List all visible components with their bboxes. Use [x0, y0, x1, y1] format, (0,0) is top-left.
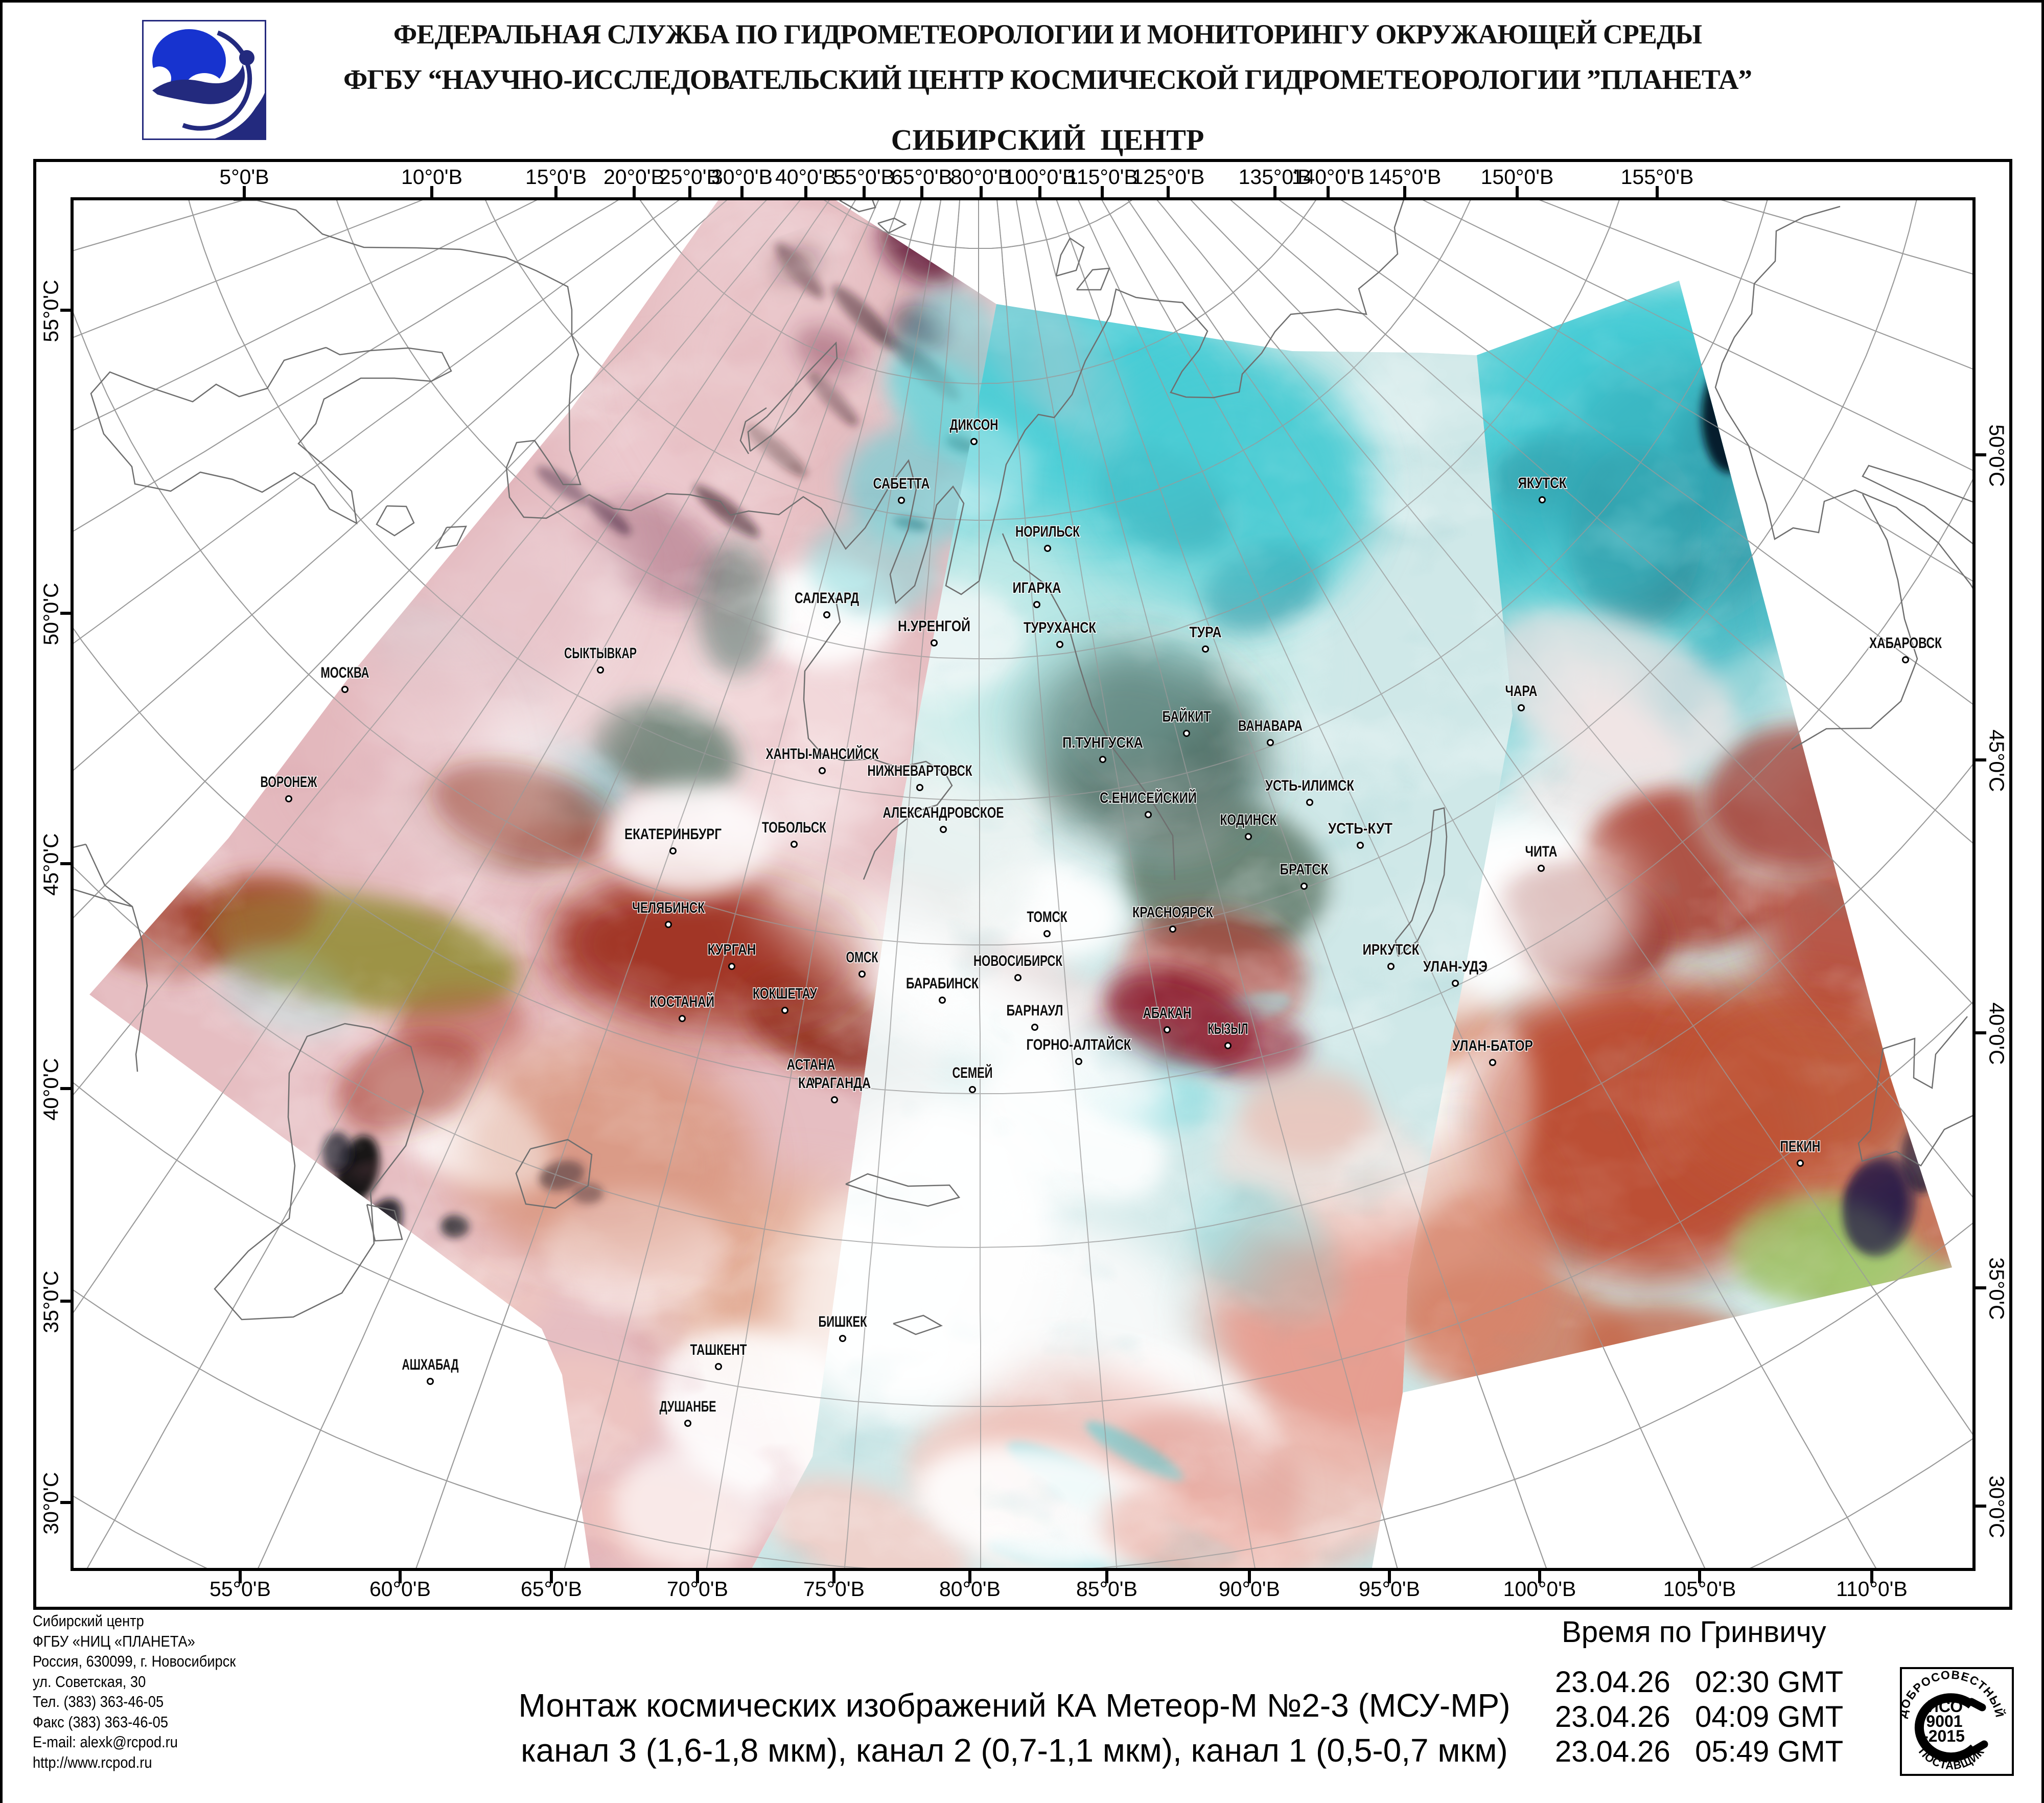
- svg-text:СЕМЕЙ: СЕМЕЙ: [953, 1064, 993, 1081]
- svg-text:П.ТУНГУСКА: П.ТУНГУСКА: [1062, 734, 1143, 751]
- svg-text:ЧЕЛЯБИНСК: ЧЕЛЯБИНСК: [632, 899, 705, 916]
- svg-text:ХАБАРОВСК: ХАБАРОВСК: [1869, 635, 1942, 652]
- svg-text:ВОРОНЕЖ: ВОРОНЕЖ: [261, 774, 318, 791]
- svg-text:КОДИНСК: КОДИНСК: [1220, 812, 1278, 828]
- svg-text:КРАСНОЯРСК: КРАСНОЯРСК: [1132, 904, 1214, 921]
- svg-text:Н.УРЕНГОЙ: Н.УРЕНГОЙ: [898, 617, 970, 635]
- svg-text:С.ЕНИСЕЙСКИЙ: С.ЕНИСЕЙСКИЙ: [1100, 789, 1197, 806]
- svg-text:АШХАБАД: АШХАБАД: [402, 1356, 459, 1373]
- svg-text:УСТЬ-КУТ: УСТЬ-КУТ: [1328, 820, 1392, 837]
- svg-text:НИЖНЕВАРТОВСК: НИЖНЕВАРТОВСК: [868, 762, 973, 779]
- svg-text:-2015: -2015: [1923, 1727, 1965, 1745]
- svg-text:БАРНАУЛ: БАРНАУЛ: [1007, 1002, 1063, 1019]
- svg-text:БАЙКИТ: БАЙКИТ: [1163, 708, 1211, 725]
- svg-text:КАРАГАНДА: КАРАГАНДА: [798, 1075, 871, 1092]
- svg-text:ИРКУТСК: ИРКУТСК: [1363, 941, 1420, 958]
- svg-text:ДУШАНБЕ: ДУШАНБЕ: [660, 1398, 716, 1415]
- svg-text:УЛАН-УДЭ: УЛАН-УДЭ: [1423, 958, 1488, 975]
- svg-text:КЫЗЫЛ: КЫЗЫЛ: [1208, 1021, 1248, 1037]
- svg-text:ТОМСК: ТОМСК: [1027, 909, 1068, 926]
- svg-text:ИСО: ИСО: [1927, 1697, 1963, 1716]
- svg-text:КОСТАНАЙ: КОСТАНАЙ: [650, 993, 714, 1010]
- svg-text:ЯКУТСК: ЯКУТСК: [1518, 475, 1567, 492]
- svg-text:СЫКТЫВКАР: СЫКТЫВКАР: [564, 645, 637, 662]
- svg-text:ТУРУХАНСК: ТУРУХАНСК: [1024, 619, 1097, 636]
- svg-text:САБЕТТА: САБЕТТА: [873, 475, 930, 492]
- svg-text:ДИКСОН: ДИКСОН: [950, 417, 998, 433]
- svg-text:ТАШКЕНТ: ТАШКЕНТ: [690, 1342, 747, 1358]
- svg-text:САЛЕХАРД: САЛЕХАРД: [795, 590, 859, 607]
- svg-text:АЛЕКСАНДРОВСКОЕ: АЛЕКСАНДРОВСКОЕ: [883, 804, 1004, 821]
- svg-text:ОМСК: ОМСК: [846, 949, 878, 966]
- svg-text:БРАТСК: БРАТСК: [1280, 861, 1329, 878]
- svg-text:КУРГАН: КУРГАН: [708, 941, 756, 958]
- svg-text:НОВОСИБИРСК: НОВОСИБИРСК: [973, 953, 1063, 969]
- svg-text:ЧАРА: ЧАРА: [1505, 683, 1538, 700]
- svg-text:НОРИЛЬСК: НОРИЛЬСК: [1015, 523, 1080, 540]
- svg-text:ТОБОЛЬСК: ТОБОЛЬСК: [762, 819, 827, 836]
- svg-text:АСТАНА: АСТАНА: [787, 1056, 835, 1073]
- svg-text:ВАНАВАРА: ВАНАВАРА: [1238, 718, 1303, 734]
- svg-text:ТУРА: ТУРА: [1190, 624, 1222, 641]
- svg-text:ПЕКИН: ПЕКИН: [1780, 1138, 1821, 1155]
- svg-text:ХАНТЫ-МАНСИЙСК: ХАНТЫ-МАНСИЙСК: [766, 745, 879, 762]
- svg-text:АБАКАН: АБАКАН: [1143, 1005, 1192, 1022]
- svg-text:УЛАН-БАТОР: УЛАН-БАТОР: [1452, 1037, 1533, 1054]
- svg-text:ИГАРКА: ИГАРКА: [1013, 580, 1061, 596]
- svg-text:МОСКВА: МОСКВА: [321, 664, 369, 681]
- svg-text:БИШКЕК: БИШКЕК: [819, 1313, 868, 1330]
- svg-text:9001: 9001: [1926, 1712, 1962, 1730]
- svg-text:КОКШЕТАУ: КОКШЕТАУ: [753, 985, 817, 1002]
- svg-text:БАРАБИНСК: БАРАБИНСК: [906, 975, 979, 992]
- svg-text:ЧИТА: ЧИТА: [1525, 843, 1558, 860]
- svg-text:УСТЬ-ИЛИМСК: УСТЬ-ИЛИМСК: [1265, 777, 1355, 794]
- svg-text:ГОРНО-АЛТАЙСК: ГОРНО-АЛТАЙСК: [1027, 1036, 1132, 1053]
- svg-text:ЕКАТЕРИНБУРГ: ЕКАТЕРИНБУРГ: [624, 826, 722, 843]
